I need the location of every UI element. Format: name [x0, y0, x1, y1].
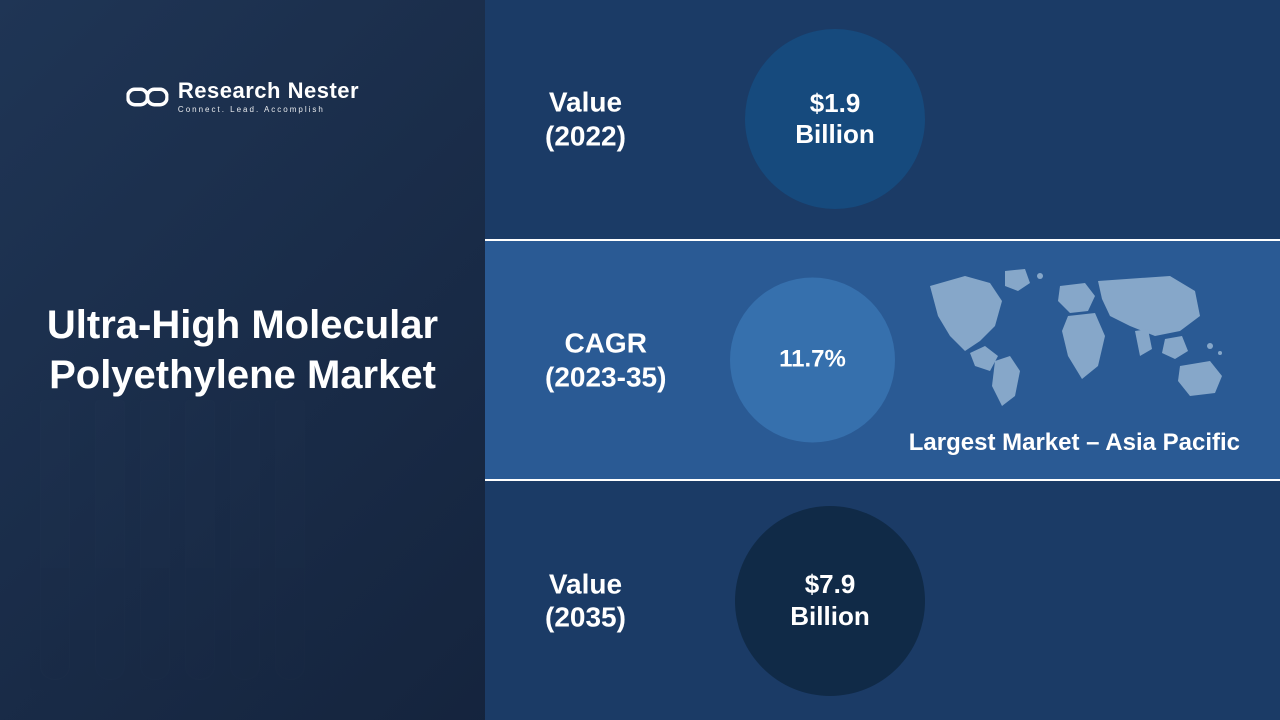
metric-label-line2: (2022)	[545, 120, 626, 151]
metric-value: 11.7%	[779, 346, 846, 373]
page-title: Ultra-High Molecular Polyethylene Market	[0, 300, 485, 400]
metric-row-value-2022: Value (2022) $1.9 Billion	[485, 0, 1280, 241]
metric-label: Value (2035)	[545, 567, 626, 634]
metric-row-value-2035: Value (2035) $7.9 Billion	[485, 481, 1280, 720]
metric-label-line1: Value	[549, 87, 622, 118]
world-map-icon	[910, 261, 1240, 411]
largest-market-label: Largest Market – Asia Pacific	[909, 429, 1240, 457]
metric-circle: $1.9 Billion	[745, 29, 925, 209]
chain-link-icon	[126, 85, 168, 109]
metric-unit: Billion	[795, 119, 874, 149]
metric-value: $1.9	[810, 88, 861, 118]
right-panel: Value (2022) $1.9 Billion CAGR (2023-35)…	[485, 0, 1280, 720]
metric-label-line1: Value	[549, 568, 622, 599]
metric-circle: 11.7%	[730, 278, 895, 443]
metric-label: CAGR (2023-35)	[545, 326, 666, 393]
brand-name: Research Nester	[178, 80, 359, 102]
metric-unit: Billion	[790, 601, 869, 631]
left-panel: Research Nester Connect. Lead. Accomplis…	[0, 0, 485, 720]
brand-logo: Research Nester Connect. Lead. Accomplis…	[126, 80, 359, 114]
metric-circle: $7.9 Billion	[735, 506, 925, 696]
metric-label-line2: (2023-35)	[545, 361, 666, 392]
metric-label-line1: CAGR	[564, 327, 646, 358]
metric-label-line2: (2035)	[545, 602, 626, 633]
metric-value: $7.9	[805, 569, 856, 599]
metric-label: Value (2022)	[545, 86, 626, 153]
brand-tagline: Connect. Lead. Accomplish	[178, 106, 359, 114]
metric-row-cagr: CAGR (2023-35) 11.7%	[485, 241, 1280, 482]
